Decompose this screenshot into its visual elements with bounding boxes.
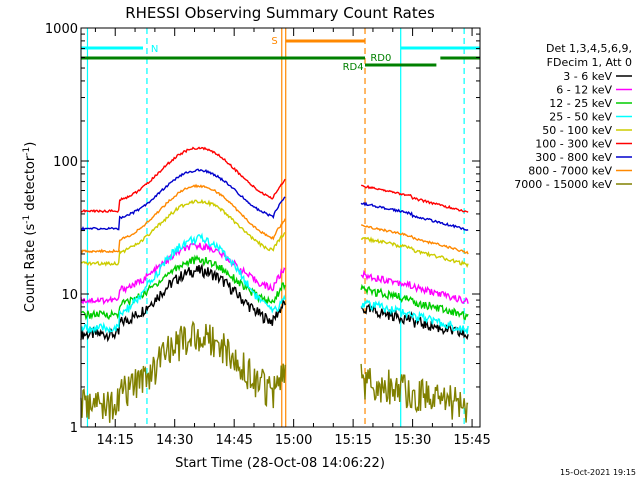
y-axis: 1 10 100 1000	[45, 22, 480, 436]
chart-title: RHESSI Observing Summary Count Rates	[125, 4, 435, 22]
series-line	[80, 254, 286, 321]
series-line	[360, 299, 469, 334]
legend: Det 1,3,4,5,6,9,FDecim 1, Att 03 - 6 keV…	[514, 42, 632, 191]
event-lines	[86, 28, 465, 427]
series-line	[360, 269, 469, 304]
x-axis: 14:15 14:30 14:45 15:00 15:15 15:30 15:45	[94, 28, 491, 448]
annotation-rd0: RD0	[370, 53, 391, 64]
series-line	[80, 168, 286, 232]
legend-header-line: Det 1,3,4,5,6,9,	[546, 42, 632, 55]
series-300-800-keV-kev	[80, 168, 469, 232]
legend-label: 300 - 800 keV	[535, 151, 612, 164]
series-line	[80, 198, 286, 267]
y-axis-label-sup: -1	[22, 215, 32, 224]
legend-label: 100 - 300 keV	[535, 138, 612, 151]
legend-label: 3 - 6 keV	[563, 70, 612, 83]
y-axis-label-text: Count Rate (s	[23, 224, 38, 313]
y-tick-label: 100	[53, 155, 78, 170]
series-50-100-keV-kev	[80, 198, 469, 268]
series-layer	[80, 146, 469, 423]
series-line	[80, 232, 286, 334]
x-tick-label: 15:30	[394, 433, 431, 448]
x-tick-label: 15:45	[453, 433, 490, 448]
annotation-layer: N S RD0 RD4	[81, 36, 480, 73]
series-800-7000-keV-kev	[80, 183, 469, 255]
series-100-300-keV-kev	[80, 146, 469, 214]
series-line	[360, 283, 469, 321]
series-line	[361, 236, 469, 268]
annotation-s: S	[271, 36, 277, 47]
legend-label: 800 - 7000 keV	[528, 165, 612, 178]
series-12-25-keV-kev	[80, 254, 469, 321]
series-25-50-keV-kev	[80, 232, 469, 334]
series-line	[360, 201, 469, 231]
legend-header-line: FDecim 1, Att 0	[547, 56, 632, 69]
legend-label: 25 - 50 keV	[549, 111, 612, 124]
y-axis-label: Count Rate (s-1 detector-1)	[22, 142, 38, 313]
series-line	[80, 320, 286, 423]
series-line	[80, 263, 286, 343]
timestamp: 15-Oct-2021 19:15	[560, 468, 636, 477]
annotation-n: N	[151, 44, 158, 55]
x-tick-label: 14:15	[96, 433, 133, 448]
legend-label: 7000 - 15000 keV	[514, 178, 612, 191]
x-tick-label: 14:45	[215, 433, 252, 448]
legend-label: 12 - 25 keV	[549, 97, 612, 110]
series-line	[361, 184, 469, 213]
y-tick-label: 1	[70, 421, 78, 436]
series-line	[360, 363, 469, 423]
x-tick-label: 15:15	[334, 433, 371, 448]
series-3-6-keV-kev	[80, 263, 469, 343]
annotation-rd4: RD4	[343, 62, 364, 73]
y-axis-label-sup-2: -1	[22, 147, 32, 156]
series-7000-15000-keV-kev	[80, 320, 469, 423]
series-line	[360, 303, 469, 340]
y-axis-label-close: )	[23, 142, 38, 147]
x-axis-label: Start Time (28-Oct-08 14:06:22)	[175, 456, 385, 471]
series-line	[80, 146, 286, 214]
plot-frame	[80, 27, 481, 428]
y-axis-label-text-2: detector	[23, 155, 38, 215]
plot-area: N S RD0 RD4 1 10 100 1000 14:15 14:30 14:45 15:00…	[45, 22, 491, 448]
x-tick-label: 15:00	[275, 433, 312, 448]
x-tick-label: 14:30	[156, 433, 193, 448]
legend-label: 6 - 12 keV	[556, 84, 612, 97]
y-tick-label: 1000	[45, 22, 78, 37]
series-line	[360, 224, 469, 255]
series-line	[80, 183, 286, 254]
y-tick-label: 10	[61, 288, 78, 303]
legend-label: 50 - 100 keV	[542, 124, 612, 137]
